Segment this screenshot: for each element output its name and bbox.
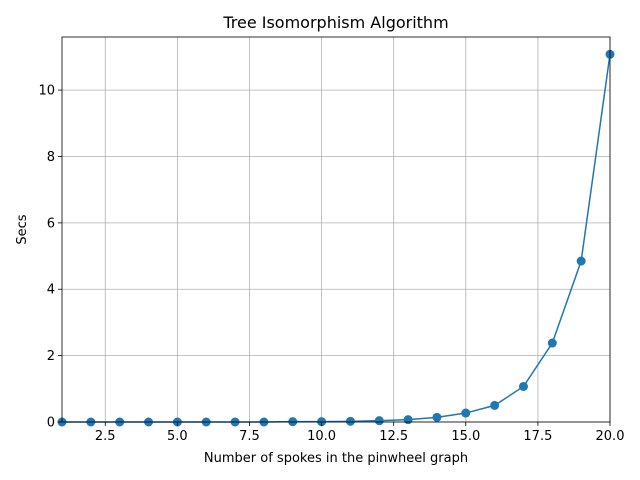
plot-frame: [61, 36, 611, 423]
x-tick-label: 12.5: [379, 429, 408, 444]
y-tick-label: 2: [47, 349, 55, 364]
data-point: [547, 338, 557, 348]
y-axis-label: Secs: [15, 214, 30, 244]
x-axis-label: Number of spokes in the pinwheel graph: [204, 451, 468, 466]
y-tick-label: 0: [47, 416, 55, 431]
series-line: [62, 54, 611, 423]
chart-title: Tree Isomorphism Algorithm: [222, 13, 448, 32]
x-tick-label: 7.5: [239, 429, 260, 444]
data-point: [432, 412, 442, 422]
x-tick-label: 5.0: [167, 429, 188, 444]
data-point: [461, 408, 471, 418]
data-point: [345, 416, 355, 426]
grid: [62, 37, 611, 423]
x-tick-label: 20.0: [596, 429, 625, 444]
y-tick-label: 10: [38, 84, 55, 99]
data-point: [374, 416, 384, 426]
y-tick-label: 4: [47, 283, 55, 298]
data-point: [518, 381, 528, 391]
data-point: [576, 256, 586, 266]
x-tick-label: 2.5: [95, 429, 116, 444]
data-point: [490, 400, 500, 410]
x-tick-label: 15.0: [451, 429, 480, 444]
series: [57, 49, 615, 427]
x-tick-label: 17.5: [523, 429, 552, 444]
x-tick-label: 10.0: [307, 429, 336, 444]
data-point: [403, 415, 413, 425]
ticks: 2.5 5.0 7.5 10.0 12.5 15.0 17.5 20.0 0 2 4 6 8 10: [38, 84, 624, 444]
y-tick-label: 8: [47, 150, 55, 165]
y-tick-label: 6: [47, 216, 55, 231]
